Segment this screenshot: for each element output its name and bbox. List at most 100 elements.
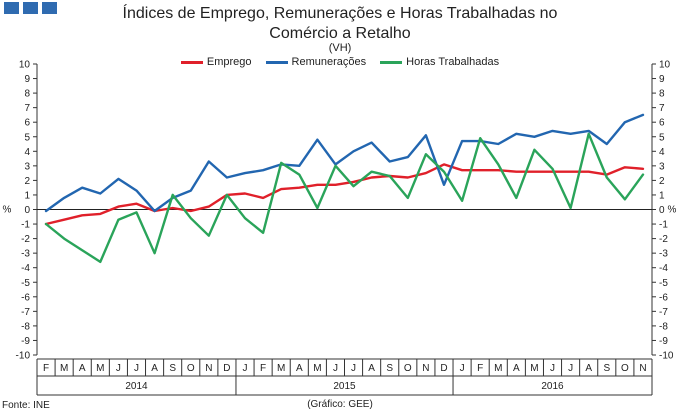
- x-tick-label: A: [151, 363, 158, 374]
- y-tick-label-right: 3: [659, 161, 665, 172]
- year-label: 2015: [333, 381, 356, 392]
- x-tick-label: M: [494, 363, 502, 374]
- y-tick-label-right: -10: [659, 351, 674, 362]
- x-tick-label: A: [296, 363, 303, 374]
- y-tick-label-left: 6: [24, 118, 30, 129]
- x-tick-label: A: [79, 363, 86, 374]
- y-tick-label-right: -4: [659, 263, 668, 274]
- series-line-emprego: [44, 163, 645, 226]
- chart-title-line1: Índices de Emprego, Remunerações e Horas…: [122, 5, 558, 22]
- y-tick-label-left: -1: [21, 220, 30, 231]
- x-tick-label: S: [169, 363, 176, 374]
- y-axis-label-left: %: [3, 205, 12, 216]
- chart-title-line2: Comércio a Retalho: [269, 25, 411, 42]
- x-tick-label: D: [440, 363, 447, 374]
- x-tick-label: J: [568, 363, 573, 374]
- y-tick-label-left: -4: [21, 263, 30, 274]
- y-tick-label-left: 9: [24, 74, 30, 85]
- x-tick-label: A: [368, 363, 375, 374]
- x-tick-label: J: [351, 363, 356, 374]
- x-tick-label: O: [187, 363, 195, 374]
- y-tick-label-left: 8: [24, 89, 30, 100]
- y-tick-label-left: 1: [24, 190, 30, 201]
- y-axis-label-right: %: [668, 205, 677, 216]
- y-tick-label-left: -5: [21, 278, 30, 289]
- y-tick-label-right: 2: [659, 176, 665, 187]
- y-tick-label-left: 10: [19, 60, 31, 71]
- x-tick-label: J: [116, 363, 121, 374]
- legend-label-emprego: Emprego: [206, 56, 252, 68]
- y-tick-label-right: 6: [659, 118, 665, 129]
- x-tick-label: M: [60, 363, 68, 374]
- x-tick-label: M: [530, 363, 538, 374]
- y-tick-label-right: 9: [659, 74, 665, 85]
- legend-item-horas: Horas Trabalhadas: [380, 56, 499, 68]
- y-tick-label-left: 5: [24, 132, 30, 143]
- chart-subtitle: (VH): [328, 42, 352, 54]
- x-tick-label: S: [386, 363, 393, 374]
- legend-item-emprego: Emprego: [180, 56, 252, 68]
- chart-legend: Emprego Remunerações Horas Trabalhadas: [0, 56, 680, 68]
- y-tick-label-left: -3: [21, 249, 30, 260]
- x-tick-label: N: [422, 363, 429, 374]
- y-tick-label-right: -1: [659, 220, 668, 231]
- y-tick-label-right: -3: [659, 249, 668, 260]
- x-tick-label: O: [404, 363, 412, 374]
- y-tick-label-left: -2: [21, 234, 30, 245]
- x-tick-label: J: [134, 363, 139, 374]
- y-tick-label-right: -9: [659, 336, 668, 347]
- x-tick-label: F: [260, 363, 266, 374]
- x-tick-label: J: [243, 363, 248, 374]
- x-tick-label: M: [96, 363, 104, 374]
- y-tick-label-right: -2: [659, 234, 668, 245]
- x-tick-label: O: [621, 363, 629, 374]
- source-note: Fonte: INE: [2, 400, 50, 411]
- y-tick-label-left: -8: [21, 321, 30, 332]
- legend-label-horas: Horas Trabalhadas: [406, 56, 500, 68]
- y-tick-label-left: 0: [24, 205, 30, 216]
- x-tick-label: M: [313, 363, 321, 374]
- x-tick-label: J: [333, 363, 338, 374]
- legend-swatch-remuneracoes: [265, 60, 288, 64]
- y-tick-label-right: -7: [659, 307, 668, 318]
- x-tick-label: M: [277, 363, 285, 374]
- x-tick-label: J: [550, 363, 555, 374]
- y-tick-label-left: -7: [21, 307, 30, 318]
- x-tick-label: N: [205, 363, 212, 374]
- y-tick-label-left: 7: [24, 103, 30, 114]
- y-tick-label-right: 8: [659, 89, 665, 100]
- y-tick-label-left: 2: [24, 176, 30, 187]
- chart-title: Índices de Emprego, Remunerações e Horas…: [0, 4, 680, 44]
- x-tick-label: F: [43, 363, 49, 374]
- y-tick-label-right: 1: [659, 190, 665, 201]
- y-tick-label-right: -5: [659, 278, 668, 289]
- x-tick-label: A: [513, 363, 520, 374]
- y-tick-label-right: -6: [659, 292, 668, 303]
- y-tick-label-right: 7: [659, 103, 665, 114]
- series-line-remuneracoes: [44, 113, 645, 213]
- legend-label-remuneracoes: Remunerações: [291, 56, 367, 68]
- y-tick-label-right: 4: [659, 147, 665, 158]
- legend-swatch-emprego: [180, 60, 203, 64]
- ine-logo-icon: [4, 2, 57, 14]
- x-tick-label: N: [639, 363, 646, 374]
- y-tick-label-right: -8: [659, 321, 668, 332]
- year-label: 2014: [125, 381, 148, 392]
- legend-swatch-horas: [380, 60, 403, 64]
- y-tick-label-left: -6: [21, 292, 30, 303]
- series-line-horas-trabalhadas: [44, 132, 645, 264]
- y-tick-label-left: -9: [21, 336, 30, 347]
- y-tick-label-right: 10: [659, 60, 671, 71]
- x-tick-label: D: [223, 363, 230, 374]
- y-tick-label-right: 0: [659, 205, 665, 216]
- x-tick-label: J: [460, 363, 465, 374]
- y-tick-label-left: 4: [24, 147, 30, 158]
- y-tick-label-left: 3: [24, 161, 30, 172]
- legend-item-remuneracoes: Remunerações: [265, 56, 367, 68]
- x-tick-label: A: [585, 363, 592, 374]
- x-tick-label: F: [477, 363, 483, 374]
- y-tick-label-right: 5: [659, 132, 665, 143]
- credit-note: (Gráfico: GEE): [307, 399, 373, 410]
- x-tick-label: S: [603, 363, 610, 374]
